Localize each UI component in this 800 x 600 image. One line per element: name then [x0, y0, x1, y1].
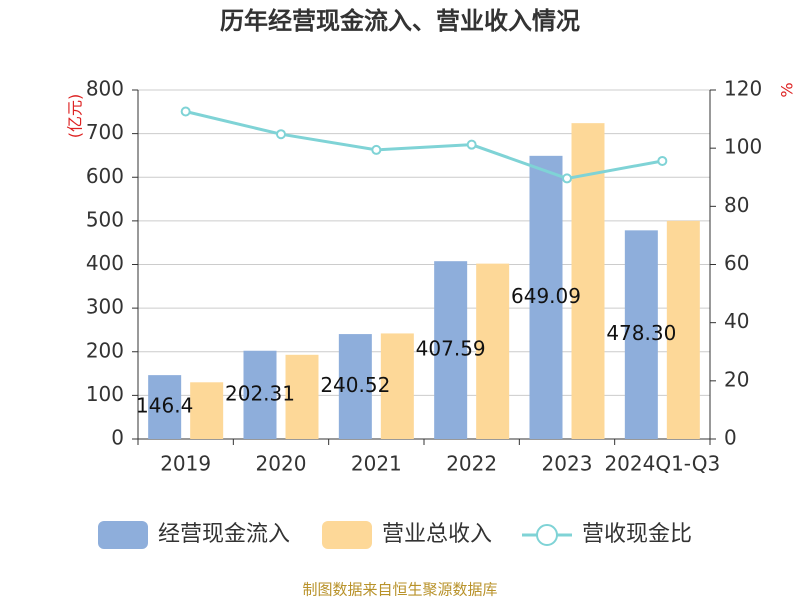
line	[185, 110, 663, 180]
y-tick-label: 0	[111, 426, 124, 450]
x-tick-label: 2024Q1-Q3	[604, 452, 720, 476]
y-tick-label: 100	[86, 382, 124, 406]
y2-tick-label: 80	[724, 193, 749, 217]
y-tick-label: 600	[86, 164, 124, 188]
legend-label: 营业总收入	[382, 522, 492, 547]
bar	[243, 350, 277, 439]
value-label: 202.31	[225, 381, 295, 405]
y-tick-label: 700	[86, 120, 124, 144]
x-tick-label: 2021	[351, 452, 402, 476]
y-tick-label: 300	[86, 295, 124, 319]
legend-swatch	[536, 524, 558, 546]
value-label: 649.09	[511, 284, 581, 308]
y-tick-label: 800	[86, 77, 124, 101]
y2-tick-label: 60	[724, 251, 749, 275]
bar	[624, 230, 658, 439]
y2-tick-label: 0	[724, 426, 737, 450]
bar	[571, 123, 605, 439]
bar	[338, 334, 372, 439]
line-point	[180, 106, 191, 117]
value-label: 146.4	[136, 394, 193, 418]
y2-axis-label: %	[778, 82, 797, 97]
y2-tick-label: 120	[724, 77, 762, 101]
bar	[285, 354, 319, 439]
y-tick-label: 500	[86, 207, 124, 231]
y2-tick-label: 20	[724, 367, 749, 391]
bar	[190, 382, 224, 439]
value-label: 407.59	[416, 337, 486, 361]
source-note: 制图数据来自恒生聚源数据库	[302, 581, 497, 599]
chart-title: 历年经营现金流入、营业收入情况	[220, 7, 580, 35]
x-tick-label: 2022	[446, 452, 497, 476]
legend-label: 经营现金流入	[158, 522, 290, 547]
x-tick-label: 2020	[256, 452, 307, 476]
line-point	[562, 173, 572, 184]
bar	[380, 333, 414, 439]
y-tick-label: 400	[86, 251, 124, 275]
legend-swatch	[98, 521, 148, 549]
y-tick-label: 200	[86, 338, 124, 362]
legend-label: 营收现金比	[582, 522, 692, 547]
bar	[434, 261, 468, 439]
legend-swatch	[322, 521, 372, 549]
x-tick-label: 2019	[160, 452, 211, 476]
x-tick-label: 2023	[542, 452, 593, 476]
line-point	[371, 144, 382, 155]
bar	[666, 220, 700, 439]
bar	[148, 375, 182, 439]
y2-tick-label: 40	[724, 309, 749, 333]
value-label: 478.30	[606, 321, 676, 345]
bar	[476, 263, 510, 439]
line-point	[276, 129, 286, 140]
line-point	[466, 139, 477, 150]
bar	[529, 155, 563, 440]
y-axis-label: (亿元)	[66, 94, 85, 139]
line-point	[657, 155, 668, 166]
value-label: 240.52	[320, 373, 390, 397]
y2-tick-label: 100	[724, 135, 762, 159]
